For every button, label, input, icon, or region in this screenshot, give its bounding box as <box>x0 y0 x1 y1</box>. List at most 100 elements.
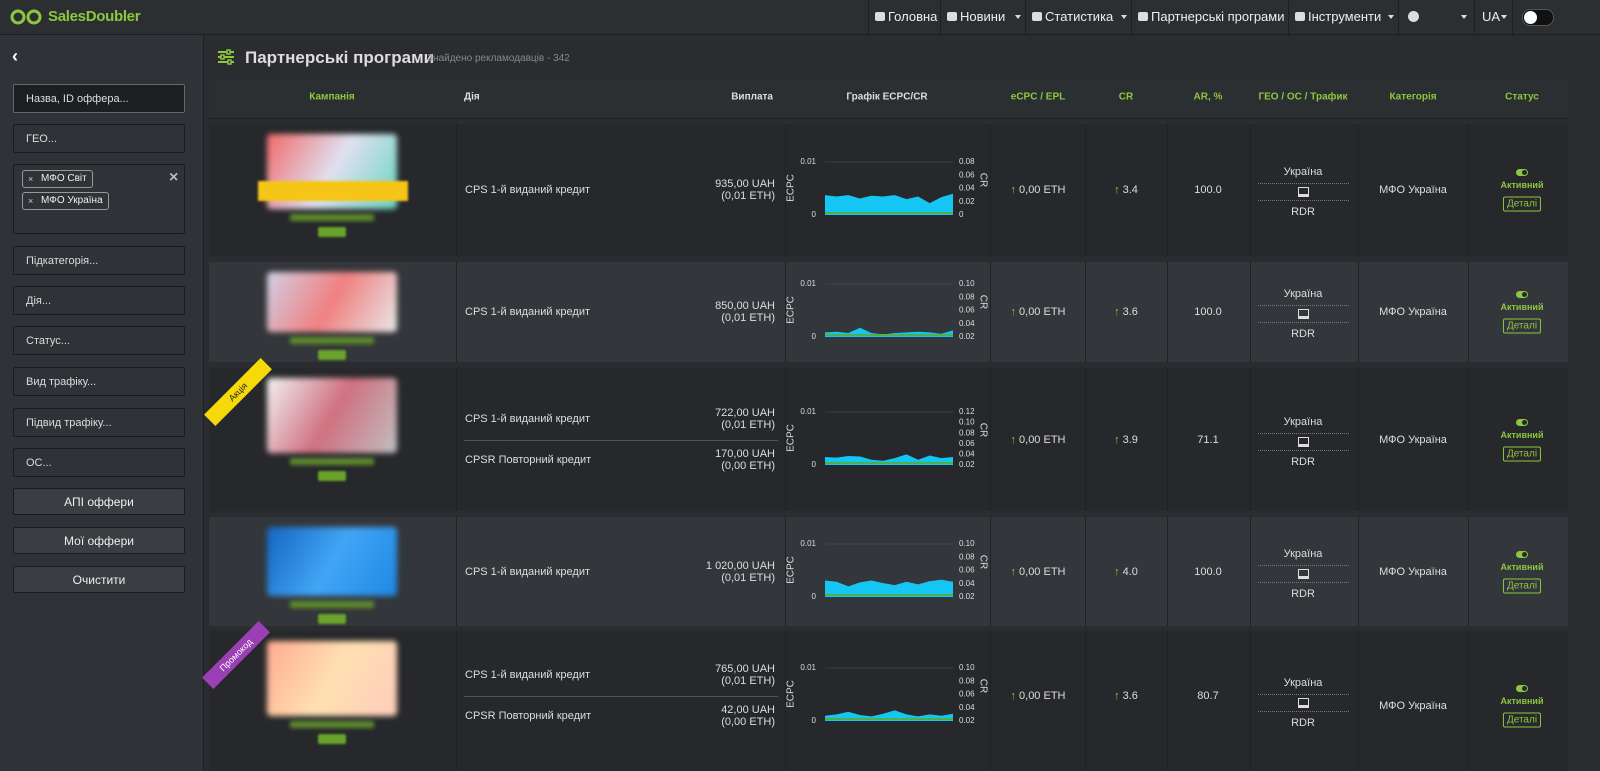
desktop-icon <box>1298 187 1309 197</box>
nav-separator <box>1398 0 1399 34</box>
payout-eth: (0,01 ETH) <box>721 675 775 687</box>
cell-divider <box>456 368 457 511</box>
cell-divider <box>1468 368 1469 511</box>
filter-select[interactable]: ОС... <box>13 448 185 477</box>
filter-select[interactable]: Вид трафіку... <box>13 367 185 396</box>
details-button[interactable]: Деталі <box>1502 446 1542 461</box>
filter-select[interactable]: Статус... <box>13 326 185 355</box>
cell-divider <box>785 368 786 511</box>
sidebar-button[interactable]: АПІ оффери <box>13 488 185 515</box>
filter-select[interactable]: Дія... <box>13 286 185 315</box>
dotted-divider <box>1258 183 1349 184</box>
filter-select[interactable]: Підкатегорія... <box>13 246 185 275</box>
geo: Україна <box>1283 415 1323 428</box>
y2-tick-label: 0.04 <box>959 319 975 328</box>
metric-value: 0,00 ETH <box>1019 565 1066 578</box>
action-divider <box>464 696 778 697</box>
cell-divider <box>456 124 457 256</box>
column-header[interactable]: AR, % <box>1193 91 1223 103</box>
column-header[interactable]: Кампанія <box>309 91 355 103</box>
campaign-logo <box>267 527 397 596</box>
metric-value: 0,00 ETH <box>1019 184 1066 196</box>
cell-divider <box>1358 517 1359 626</box>
y2-tick-label: 0.04 <box>959 184 975 193</box>
y2-tick-label: 0.02 <box>959 460 975 469</box>
cr-area <box>825 193 953 215</box>
dotted-divider <box>1258 305 1349 306</box>
cell-divider <box>1167 124 1168 256</box>
cr-area <box>825 579 953 597</box>
sidebar-button[interactable]: Очистити <box>13 566 185 593</box>
nav-item[interactable]: Головна <box>888 9 938 24</box>
logo-text: SalesDoubler <box>48 8 141 25</box>
desktop-icon <box>1298 309 1309 319</box>
y-tick-label: 0 <box>812 460 817 469</box>
cell-divider <box>990 124 991 256</box>
toggle-knob <box>1522 419 1527 425</box>
y2-axis-label: CR <box>977 295 988 309</box>
payout: 170,00 UAH <box>715 447 775 460</box>
cell-divider <box>785 517 786 626</box>
nav-item[interactable]: Новини <box>960 9 1006 24</box>
y2-tick-label: 0.08 <box>959 157 975 166</box>
lang-select[interactable]: UA <box>1482 9 1501 24</box>
cell-divider <box>1167 262 1168 362</box>
filter-select-text: Підкатегорія... <box>26 254 99 267</box>
user-icon[interactable] <box>1408 11 1419 22</box>
column-header[interactable]: Категорія <box>1389 91 1437 103</box>
y-tick-label: 0 <box>812 210 817 219</box>
toggle-knob <box>1522 551 1527 557</box>
y-tick-label: 0.01 <box>800 407 816 416</box>
campaign-logo <box>267 378 397 453</box>
toggle-knob <box>1522 686 1527 691</box>
column-header[interactable]: Дія <box>464 91 480 103</box>
cell-divider <box>456 517 457 626</box>
metric-value: 3.4 <box>1122 184 1138 196</box>
column-header[interactable]: Статус <box>1505 91 1539 103</box>
sidebar-button[interactable]: Мої оффери <box>13 527 185 554</box>
nav-caret <box>1501 15 1507 19</box>
column-header[interactable]: CR <box>1118 91 1134 103</box>
metric-ecpc: ↑ 0,00 ETH <box>1011 184 1066 196</box>
nav-item[interactable]: Інструменти <box>1308 9 1382 24</box>
cell-divider <box>785 124 786 256</box>
payout-eth: (0,01 ETH) <box>721 418 775 431</box>
category-tags[interactable]: МФО Світ × МФО Україна × × <box>13 164 185 234</box>
action-name: CPSR Повторний кредит <box>465 710 592 722</box>
tag[interactable]: МФО Світ × <box>22 170 93 188</box>
details-button[interactable]: Деталі <box>1502 196 1542 212</box>
y2-tick-label: 0.02 <box>959 332 975 341</box>
y2-tick-label: 0.02 <box>959 716 975 725</box>
tag-remove[interactable]: × <box>28 196 34 206</box>
metric-value: 0,00 ETH <box>1019 306 1066 318</box>
status-toggle <box>1516 291 1528 298</box>
y-tick-label: 0 <box>812 332 817 341</box>
cell-divider <box>1468 631 1469 771</box>
button-text: АПІ оффери <box>64 495 134 509</box>
traffic: RDR <box>1291 455 1315 468</box>
clear-tags[interactable]: × <box>169 169 179 186</box>
search-input[interactable]: Назва, ID оффера... <box>13 84 185 113</box>
y2-tick-label: 0.06 <box>959 306 975 315</box>
filter-select[interactable]: Підвид трафіку... <box>13 408 185 437</box>
table-row <box>209 262 1568 362</box>
nav-item[interactable]: Статистика <box>1045 9 1114 24</box>
column-header[interactable]: Виплата <box>731 91 773 103</box>
nav-item[interactable]: Партнерські програми <box>1151 9 1285 24</box>
geo-input[interactable]: ГЕО... <box>13 124 185 153</box>
details-button[interactable]: Деталі <box>1502 318 1542 334</box>
tag-remove[interactable]: × <box>28 174 34 184</box>
column-header[interactable]: ГЕО / ОС / Трафик <box>1258 91 1348 103</box>
tag[interactable]: МФО Україна × <box>22 192 109 210</box>
ecpc-cr-chart: 0.01 0 0.10 0.08 0.06 0.04 0.02 ECPC CR <box>786 663 989 725</box>
details-button[interactable]: Деталі <box>1502 578 1542 593</box>
y-axis-label: ECPC <box>786 680 797 708</box>
status: Активний <box>1500 696 1544 706</box>
theme-toggle[interactable] <box>1522 9 1554 26</box>
column-header[interactable]: eCPC / EPL <box>1010 91 1066 103</box>
details-button[interactable]: Деталі <box>1502 712 1542 728</box>
promo-banner <box>258 181 408 201</box>
nav-caret <box>1461 15 1467 19</box>
back-arrow[interactable]: ‹ <box>12 46 18 66</box>
page-subtitle: Знайдено рекламодавців - 342 <box>427 53 570 64</box>
